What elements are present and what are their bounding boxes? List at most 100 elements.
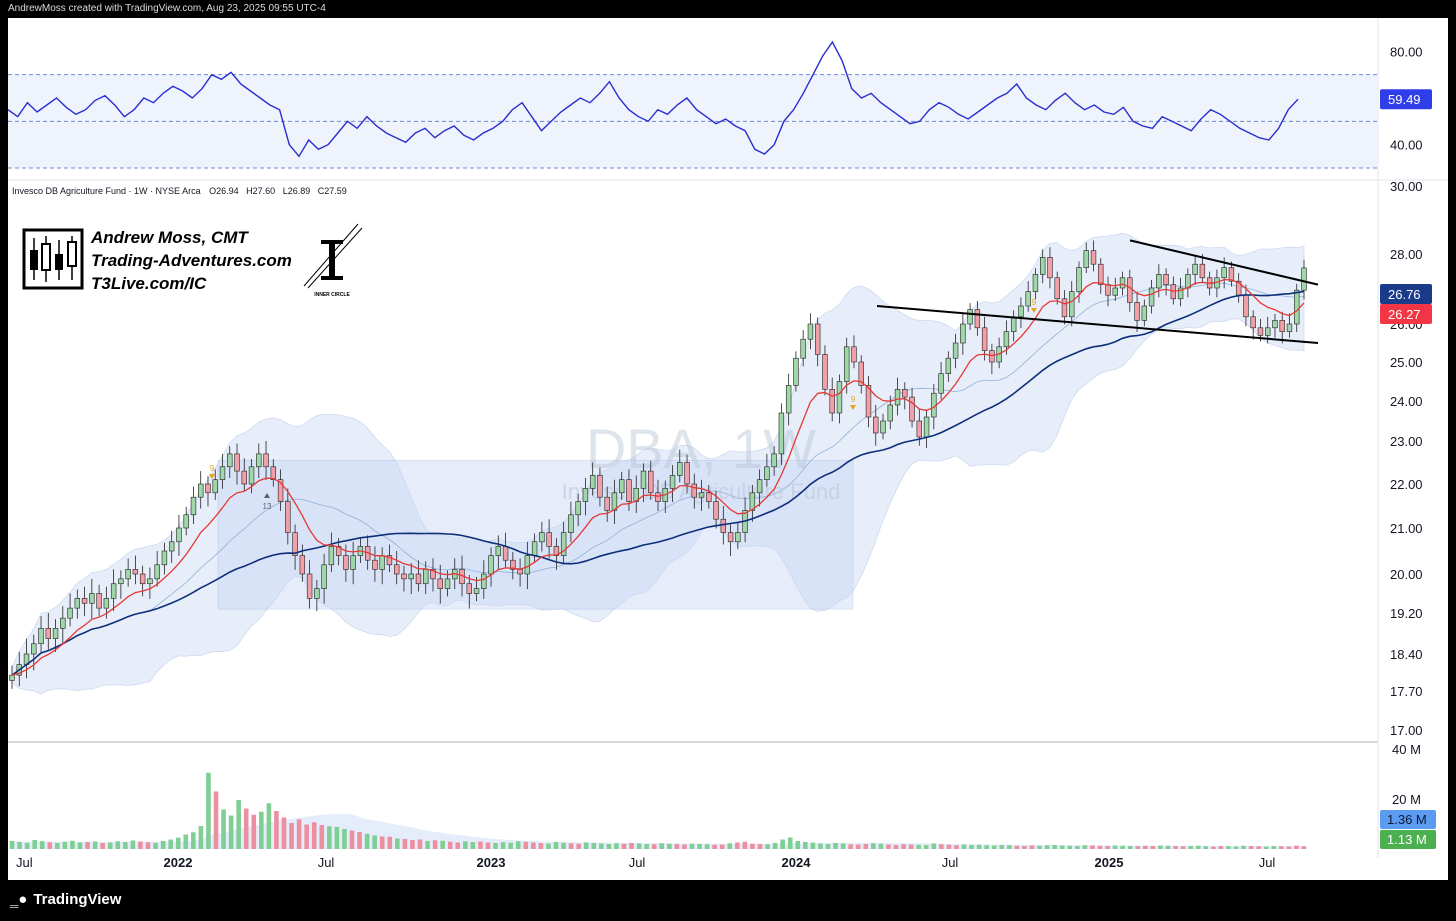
td-nine-marker-2025: 9 [1032,298,1037,307]
candle-132 [967,303,973,331]
volume-bar-93 [712,844,717,849]
candle-11 [89,578,95,619]
candle-body [1054,277,1060,300]
volume-bar-119 [908,844,914,849]
volume-bar-140 [1067,845,1073,849]
volume-bar-42 [327,826,332,849]
volume-bar-10 [85,842,90,849]
lower-trendline [876,305,1319,344]
volume-bar-129 [984,845,989,849]
volume-bar-139 [1059,845,1065,849]
volume-bar-75 [576,843,581,849]
candle-body [698,492,705,498]
price-tick-label: 20.00 [1390,567,1423,582]
volume-bar-23 [183,834,189,849]
volume-bar-58 [447,841,453,849]
candle-body [974,309,981,329]
volume-bar-8 [70,840,75,849]
chart-svg[interactable]: 80.00 40.00 59.49 DBA, 1W Invesco DB Agric… [7,18,1448,880]
candle-body [350,555,356,570]
candle-91 [669,465,676,503]
candle-body [539,532,545,543]
ema-fast-line [11,278,1305,676]
candle-114 [836,374,843,424]
volume-bar-107 [818,843,823,849]
candle-body [1047,257,1053,279]
symbol-legend[interactable]: Invesco DB Agriculture Fund · 1W · NYSE … [12,186,347,196]
volume-bar-159 [1211,846,1216,849]
price-tick-label: 24.00 [1390,394,1423,409]
volume-bar-52 [402,839,408,849]
candle-67 [495,535,502,570]
volume-bar-83 [636,843,642,849]
volume-bar-156 [1188,846,1193,849]
bollinger-mid-line [11,283,1305,676]
candle-body [1010,316,1017,332]
volume-bar-17 [138,841,143,849]
candle-53 [393,551,400,585]
candle-124 [909,387,915,428]
volume-bar-26 [206,772,211,849]
branding-website: Trading-Adventures.com [91,251,292,270]
volume-bar-32 [251,814,257,849]
candle-body [495,546,502,556]
volume-bar-30 [236,800,241,849]
candle-body [45,628,51,639]
candle-103 [756,469,763,507]
candle-body [314,588,320,599]
candle-body [1127,277,1133,303]
candle-body [1090,250,1097,265]
candle-body [960,323,966,344]
volume-bar-85 [651,844,657,849]
candle-150 [1098,258,1104,294]
candle-123 [902,382,908,410]
volume-bar-168 [1279,846,1284,849]
candle-37 [277,469,284,511]
volume-bar-6 [55,843,60,849]
candle-body [945,357,952,375]
volume-bar-54 [417,839,423,849]
candle-16 [125,558,131,587]
volume-bar-20 [160,841,166,849]
volume-bar-99 [757,844,763,849]
candle-body [785,385,792,414]
candle-133 [974,300,981,336]
volume-bar-33 [259,811,264,849]
candle-175 [1279,311,1285,344]
candle-body [1243,294,1249,318]
chart-canvas[interactable]: 80.00 40.00 59.49 DBA, 1W Invesco DB Agric… [7,18,1448,880]
volume-bar-92 [704,844,710,849]
candle-body [873,416,879,434]
candle-body [604,496,610,511]
candle-159 [1163,268,1169,296]
volume-bar-95 [727,843,733,849]
volume-bar-12 [100,843,105,849]
candle-93 [684,454,690,494]
candle-body [916,420,923,438]
candle-174 [1272,313,1278,338]
candle-body [1141,305,1148,321]
volume-bar-46 [357,832,362,849]
volume-bar-31 [243,808,249,849]
candle-119 [873,405,879,446]
candle-body [415,573,422,585]
candle-31 [234,443,240,485]
price-tick-label: 22.00 [1390,477,1423,492]
td-nine-marker: 9 [210,464,215,473]
candle-body [756,479,763,494]
volume-bar-97 [742,841,748,849]
candle-41 [306,560,313,609]
candle-95 [698,479,705,511]
candle-28 [212,469,218,500]
volume-bar-164 [1248,846,1254,849]
tradingview-logo[interactable]: ‗● TradingView [10,891,121,908]
candle-body [139,573,146,585]
candle-body [858,361,864,386]
volume-bar-103 [787,837,793,849]
volume-bar-2 [24,842,30,849]
candle-171 [1250,310,1256,340]
candle-body [1003,331,1010,348]
volume-bar-127 [969,845,974,849]
volume-bar-84 [644,844,649,849]
volume-bar-115 [878,843,884,849]
